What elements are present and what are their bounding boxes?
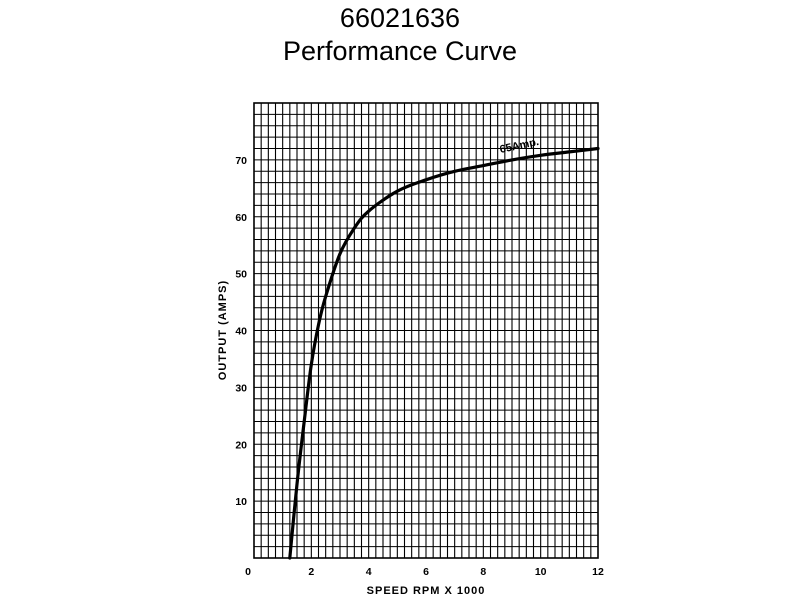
y-tick-label: 20 [235,439,247,451]
x-tick-label: 0 [245,566,251,578]
series-line-65amp [288,146,600,560]
y-tick-label: 40 [235,326,247,338]
chart-grid [253,102,599,559]
y-tick-label: 70 [235,155,247,167]
x-tick-labels: 0 2 4 6 8 10 12 [245,566,604,578]
y-tick-labels: 10 20 30 40 50 60 70 [235,155,247,508]
x-tick-label: 4 [366,566,372,578]
x-tick-label: 6 [423,566,429,578]
x-tick-label: 12 [592,566,604,578]
x-tick-label: 8 [480,566,486,578]
y-axis-label: OUTPUT (AMPS) [217,280,229,380]
x-tick-label: 10 [535,566,547,578]
y-tick-label: 50 [235,269,247,281]
x-axis-label: SPEED RPM X 1000 [367,585,486,597]
x-tick-label: 2 [308,566,314,578]
chart-subtitle: Performance Curve [282,36,518,66]
y-tick-label: 30 [235,382,247,394]
y-tick-label: 10 [235,496,247,508]
chart-title: 66021636 [339,3,461,33]
y-tick-label: 60 [235,212,247,224]
